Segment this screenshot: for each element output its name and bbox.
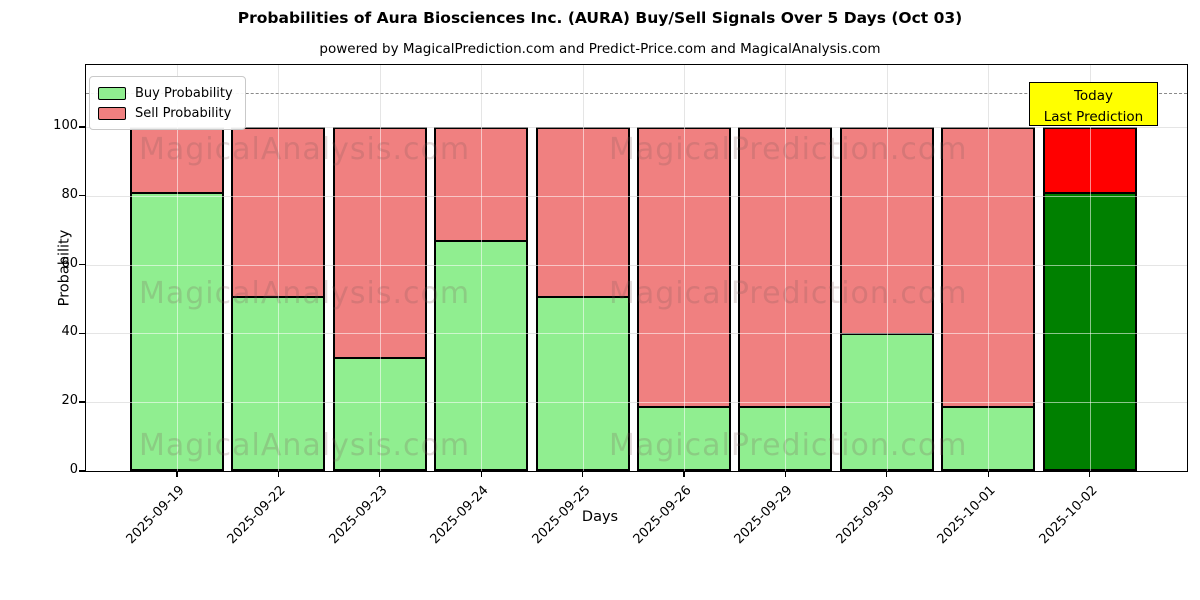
v-gridline-overlay [379,65,381,471]
x-tick-mark [176,471,178,477]
x-tick-mark [1088,471,1091,477]
x-tick-mark [683,471,685,477]
h-gridline-overlay [86,264,1187,266]
y-tick-mark [79,126,86,128]
v-gridline-overlay [481,65,483,471]
x-tick-label: 2025-09-24 [427,483,492,548]
x-tick-label: 2025-09-19 [123,483,188,548]
v-gridline-overlay [278,65,280,471]
y-tick-mark [79,401,86,403]
dashed-threshold-line [86,92,1187,94]
x-tick-mark [581,471,584,477]
v-gridline-overlay [988,65,990,471]
v-gridline-overlay [177,65,178,471]
legend-entry-buy: Buy Probability [98,83,233,103]
y-tick-mark [79,332,86,335]
x-axis-label: Days [581,509,619,525]
v-gridline-overlay [684,65,685,471]
x-tick-mark [480,471,482,477]
x-tick-label: 2025-09-29 [731,483,796,548]
y-tick-mark [79,263,86,266]
today-annotation: Today Last Prediction [1029,82,1158,126]
y-tick-label: 80 [61,186,78,202]
plot-area: Probability 0 20 40 60 80 100 2025-09-19 2025-0… [53,64,1188,547]
x-tick-mark [886,471,888,477]
y-tick-label: 40 [61,324,78,340]
x-tick-mark [987,471,989,477]
x-tick-label: 2025-09-26 [630,483,695,548]
legend-label-buy: Buy Probability [135,85,233,101]
x-tick-mark [784,471,787,477]
x-tick-mark [379,471,381,477]
v-gridline-overlay [785,65,787,471]
today-annotation-line2: Last Prediction [1043,108,1144,125]
v-gridline-overlay [582,65,584,471]
v-gridline-overlay [1089,65,1091,471]
x-tick-label: 2025-10-02 [1036,483,1101,548]
h-gridline-overlay [86,333,1187,335]
y-tick-mark [79,470,86,472]
h-gridline-overlay [86,126,1187,128]
x-tick-label: 2025-10-01 [934,483,999,548]
y-tick-label: 60 [61,255,78,271]
x-tick-label: 2025-09-22 [224,483,289,548]
y-tick-label: 100 [53,117,78,133]
x-tick-label: 2025-09-25 [529,483,594,548]
today-annotation-line1: Today [1073,88,1114,104]
legend-swatch-buy [98,86,126,100]
y-tick-label: 0 [69,462,78,477]
y-tick-mark [79,195,86,197]
x-tick-label: 2025-09-23 [326,483,391,548]
h-gridline-overlay [86,402,1187,404]
chart-subtitle: powered by MagicalPrediction.com and Pre… [319,41,881,57]
chart-title: Probabilities of Aura Biosciences Inc. (… [237,9,963,27]
h-gridline-overlay [86,195,1187,197]
v-gridline-overlay [886,65,888,471]
legend: Buy Probability Sell Probability [89,76,246,130]
x-tick-label: 2025-09-30 [833,483,898,548]
y-tick-label: 20 [61,393,78,409]
legend-entry-sell: Sell Probability [98,103,233,123]
x-tick-mark [277,471,280,477]
legend-swatch-sell [98,106,126,120]
legend-label-sell: Sell Probability [135,105,232,121]
